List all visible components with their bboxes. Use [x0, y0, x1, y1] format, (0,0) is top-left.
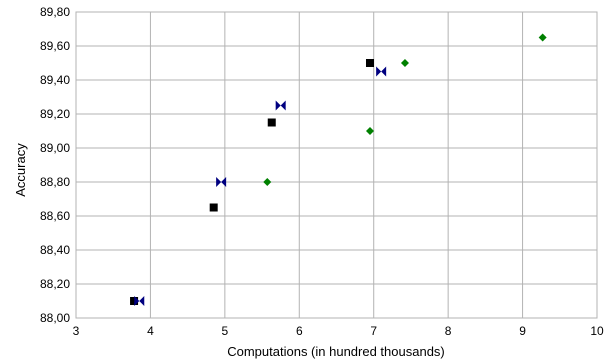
x-tick-label: 9 [519, 324, 526, 338]
y-tick-label: 88,00 [40, 311, 70, 325]
y-tick-label: 89,60 [40, 39, 70, 53]
y-tick-label: 89,20 [40, 107, 70, 121]
y-tick-labels: 88,00 88,20 88,40 88,60 88,80 89,00 89,20 89,40… [40, 5, 70, 325]
x-tick-label: 6 [296, 324, 303, 338]
x-tick-label: 3 [73, 324, 80, 338]
data-point-series-3 [365, 127, 374, 135]
x-tick-label: 7 [370, 324, 377, 338]
y-tick-label: 88,40 [40, 243, 70, 257]
data-point-series-3 [538, 33, 547, 42]
y-tick-label: 89,00 [40, 141, 70, 155]
y-tick-label: 89,40 [40, 73, 70, 87]
data-point-series-1 [130, 297, 139, 305]
y-tick-label: 88,80 [40, 175, 70, 189]
x-tick-label: 5 [222, 324, 229, 338]
gridlines [75, 11, 598, 319]
data-point-series-2 [134, 296, 145, 306]
y-tick-label: 89,80 [40, 5, 70, 19]
data-point-series-2 [216, 177, 227, 187]
data-point-series-2 [376, 66, 387, 77]
data-point-series-1 [365, 59, 374, 67]
data-points [130, 33, 547, 306]
x-axis-title: Computations (in hundred thousands) [227, 344, 445, 359]
data-point-series-3 [400, 59, 409, 67]
y-axis-title: Accuracy [13, 143, 28, 197]
data-point-series-1 [267, 118, 276, 127]
data-point-series-3 [263, 178, 272, 186]
plot-area-frame [75, 11, 598, 319]
x-tick-labels: 3 4 5 6 7 8 9 10 [73, 324, 604, 338]
data-point-series-1 [209, 203, 218, 212]
x-tick-label: 4 [147, 324, 154, 338]
data-point-series-2 [275, 100, 286, 111]
y-tick-label: 88,20 [40, 277, 70, 291]
x-tick-label: 10 [590, 324, 604, 338]
y-tick-label: 88,60 [40, 209, 70, 223]
x-tick-label: 8 [445, 324, 452, 338]
